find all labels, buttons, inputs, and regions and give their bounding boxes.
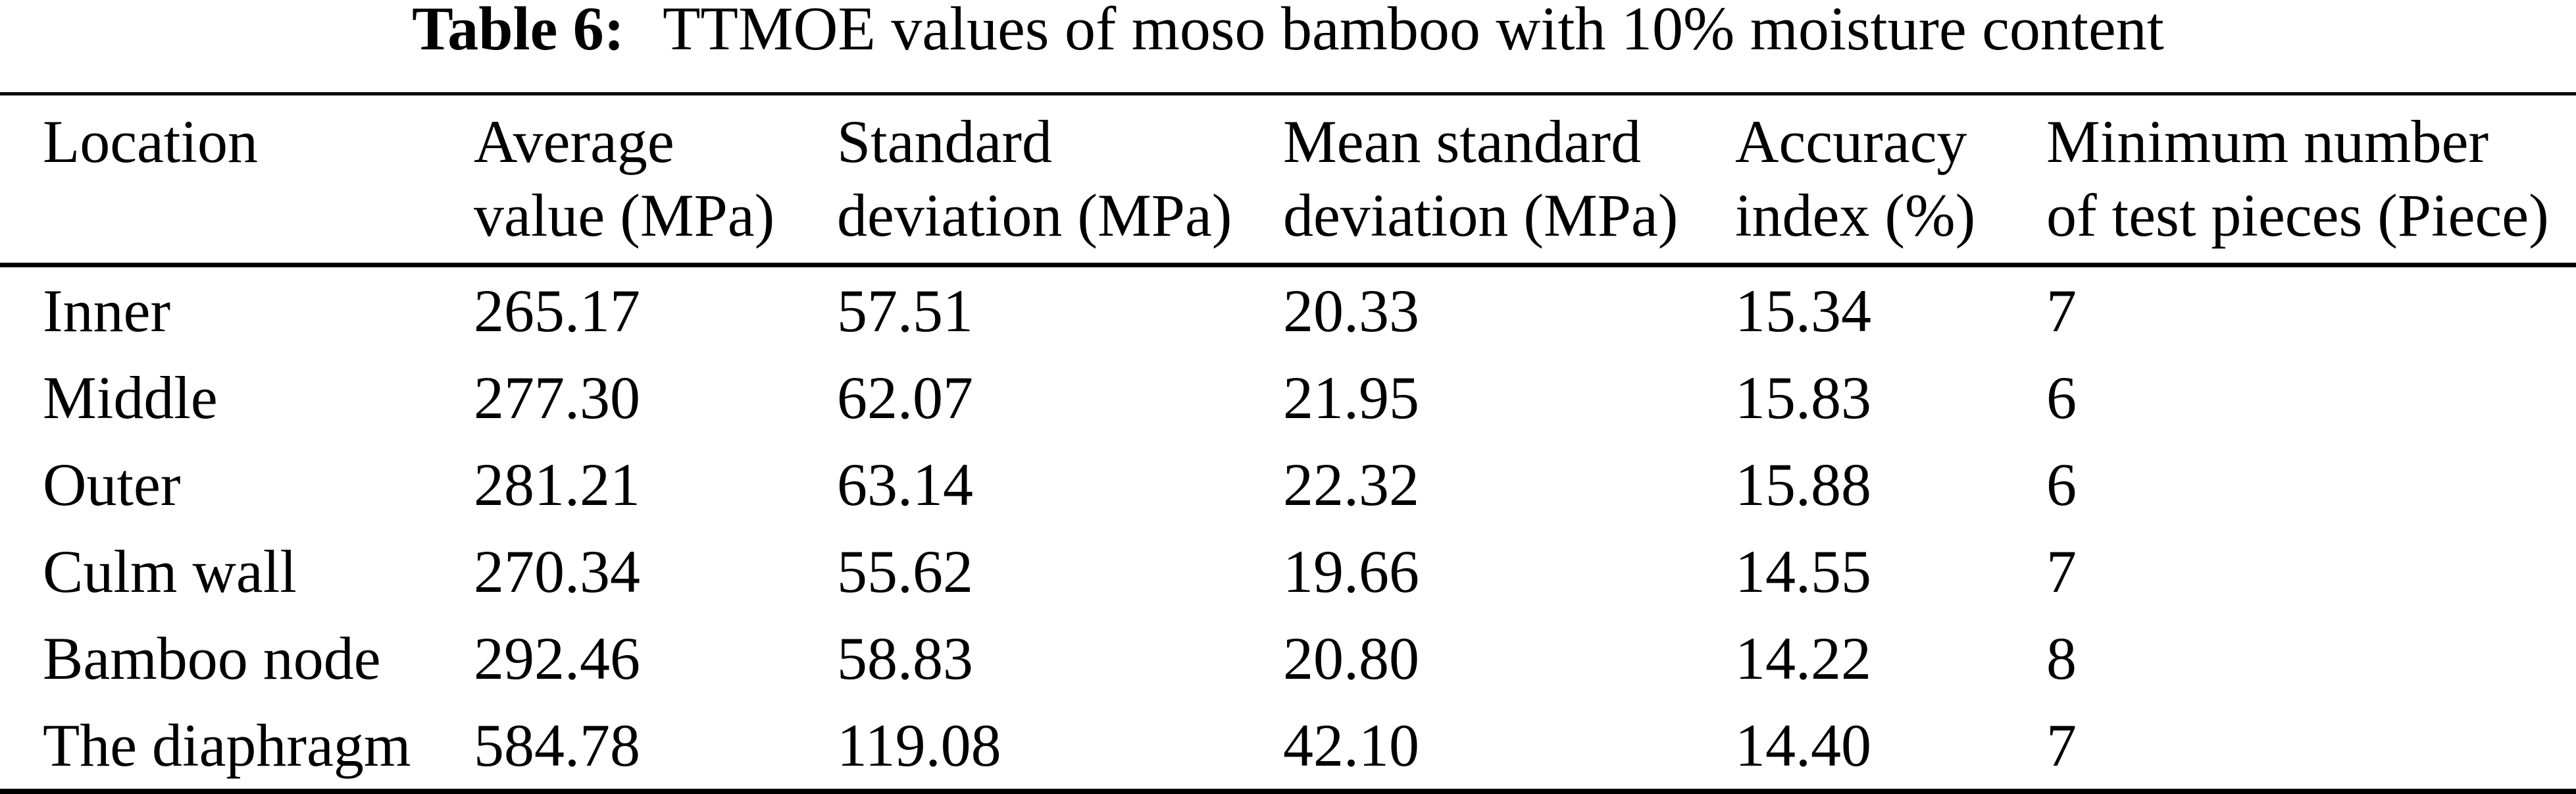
table-cell: 55.62 xyxy=(837,538,973,605)
table-cell: 7 xyxy=(2046,538,2077,605)
column-header-text: Accuracy xyxy=(1735,108,1967,175)
column-header-standard-deviation: Standard deviation (MPa) xyxy=(837,94,1283,265)
table-cell: 277.30 xyxy=(474,364,640,431)
table-cell: 281.21 xyxy=(474,451,640,518)
row-label: Inner xyxy=(43,277,171,344)
table-cell: 14.22 xyxy=(1735,625,1871,692)
column-header-text: deviation (MPa) xyxy=(837,182,1232,249)
table-cell: 42.10 xyxy=(1283,712,1419,779)
table-cell: 14.40 xyxy=(1735,712,1871,779)
row-label: Bamboo node xyxy=(43,625,381,692)
table-cell: 62.07 xyxy=(837,364,973,431)
column-header-text: index (%) xyxy=(1735,182,1976,249)
table-cell: 8 xyxy=(2046,625,2077,692)
table-caption-label: Table 6: xyxy=(412,0,625,63)
table-header-row: Location Average value (MPa) Standard de… xyxy=(0,94,2576,265)
table-cell: 57.51 xyxy=(837,277,973,344)
table-cell: 7 xyxy=(2046,712,2077,779)
column-header-average-value: Average value (MPa) xyxy=(474,94,837,265)
table-row: Middle 277.30 62.07 21.95 15.83 6 xyxy=(0,354,2576,441)
table-cell: 20.33 xyxy=(1283,277,1419,344)
table-cell: 15.88 xyxy=(1735,451,1871,518)
row-label: The diaphragm xyxy=(43,712,411,779)
ttmoe-table: Location Average value (MPa) Standard de… xyxy=(0,92,2576,794)
column-header-location: Location xyxy=(0,94,474,265)
table-row: Bamboo node 292.46 58.83 20.80 14.22 8 xyxy=(0,615,2576,702)
table-cell: 22.32 xyxy=(1283,451,1419,518)
column-header-text: Average xyxy=(474,108,674,175)
table-cell: 119.08 xyxy=(837,712,1001,779)
table-cell: 584.78 xyxy=(474,712,640,779)
table-caption: Table 6: TTMOE values of moso bamboo with… xyxy=(0,0,2576,61)
column-header-text: Location xyxy=(43,108,258,175)
table-cell: 15.34 xyxy=(1735,277,1871,344)
row-label: Culm wall xyxy=(43,538,297,605)
table-cell: 20.80 xyxy=(1283,625,1419,692)
column-header-text: of test pieces (Piece) xyxy=(2046,182,2549,249)
table-cell: 58.83 xyxy=(837,625,973,692)
table-caption-title: TTMOE values of moso bamboo with 10% moi… xyxy=(663,0,2164,63)
table-cell: 270.34 xyxy=(474,538,640,605)
table-cell: 265.17 xyxy=(474,277,640,344)
row-label: Outer xyxy=(43,451,181,518)
column-header-text: Minimum number xyxy=(2046,108,2489,175)
table-cell: 21.95 xyxy=(1283,364,1419,431)
column-header-minimum-test-pieces: Minimum number of test pieces (Piece) xyxy=(2046,94,2576,265)
column-header-text: deviation (MPa) xyxy=(1283,182,1679,249)
table-cell: 15.83 xyxy=(1735,364,1871,431)
table-cell: 19.66 xyxy=(1283,538,1419,605)
table-row: Outer 281.21 63.14 22.32 15.88 6 xyxy=(0,441,2576,528)
table-cell: 6 xyxy=(2046,364,2077,431)
row-label: Middle xyxy=(43,364,218,431)
table-row: The diaphragm 584.78 119.08 42.10 14.40 … xyxy=(0,702,2576,792)
table-row: Culm wall 270.34 55.62 19.66 14.55 7 xyxy=(0,528,2576,615)
column-header-accuracy-index: Accuracy index (%) xyxy=(1735,94,2046,265)
column-header-text: Standard xyxy=(837,108,1053,175)
table-cell: 6 xyxy=(2046,451,2077,518)
table-row: Inner 265.17 57.51 20.33 15.34 7 xyxy=(0,265,2576,355)
table-cell: 292.46 xyxy=(474,625,640,692)
column-header-text: value (MPa) xyxy=(474,182,775,249)
table-cell: 14.55 xyxy=(1735,538,1871,605)
column-header-mean-standard-deviation: Mean standard deviation (MPa) xyxy=(1283,94,1735,265)
column-header-text: Mean standard xyxy=(1283,108,1642,175)
table-cell: 7 xyxy=(2046,277,2077,344)
table-cell: 63.14 xyxy=(837,451,973,518)
